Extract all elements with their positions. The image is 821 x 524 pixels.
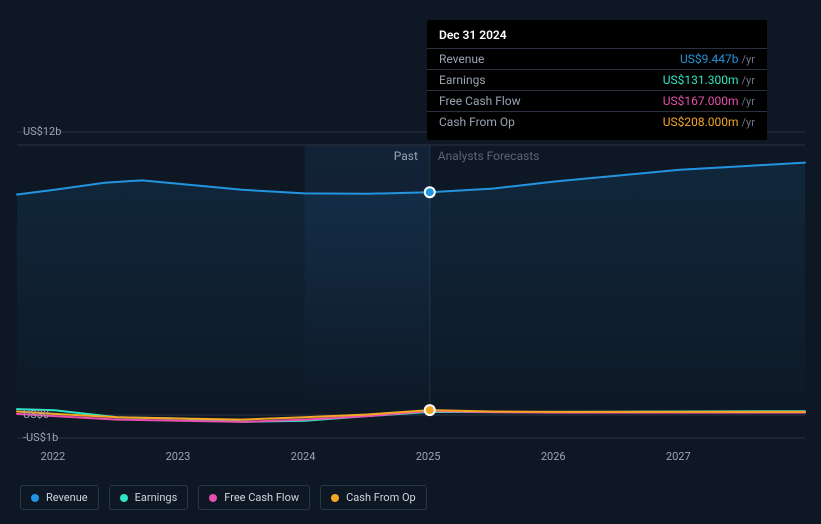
y-axis-label: -US$1b	[23, 431, 58, 444]
past-label: Past	[394, 149, 418, 163]
y-axis-label: US$12b	[23, 125, 61, 138]
legend-label: Earnings	[135, 491, 178, 504]
legend-label: Cash From Op	[346, 491, 416, 504]
x-axis-label: 2025	[416, 450, 441, 463]
x-axis-label: 2026	[541, 450, 566, 463]
legend: Revenue Earnings Free Cash Flow Cash From O…	[20, 485, 427, 510]
tooltip-row-label: Cash From Op	[439, 115, 515, 129]
legend-dot-icon	[209, 494, 217, 502]
x-axis-label: 2024	[291, 450, 316, 463]
y-axis-label: US$0	[23, 408, 49, 421]
x-axis-label: 2027	[666, 450, 691, 463]
tooltip-row-value: US$208.000m/yr	[663, 115, 755, 129]
tooltip-row: Revenue US$9.447b/yr	[427, 48, 767, 69]
legend-dot-icon	[331, 494, 339, 502]
tooltip-row: Earnings US$131.300m/yr	[427, 69, 767, 90]
tooltip-row: Cash From Op US$208.000m/yr	[427, 111, 767, 132]
x-axis-label: 2023	[166, 450, 191, 463]
tooltip-row-label: Free Cash Flow	[439, 94, 521, 108]
tooltip-row-value: US$131.300m/yr	[663, 73, 755, 87]
legend-label: Revenue	[46, 491, 88, 504]
legend-item-fcf[interactable]: Free Cash Flow	[198, 485, 310, 510]
tooltip-row-label: Revenue	[439, 52, 484, 66]
legend-label: Free Cash Flow	[224, 491, 299, 504]
legend-dot-icon	[120, 494, 128, 502]
legend-item-cfo[interactable]: Cash From Op	[320, 485, 427, 510]
tooltip-date: Dec 31 2024	[427, 28, 767, 48]
tooltip-row-value: US$9.447b/yr	[680, 52, 755, 66]
legend-item-revenue[interactable]: Revenue	[20, 485, 99, 510]
x-axis-label: 2022	[41, 450, 66, 463]
tooltip-row-value: US$167.000m/yr	[663, 94, 755, 108]
forecast-label: Analysts Forecasts	[438, 149, 540, 163]
tooltip-row: Free Cash Flow US$167.000m/yr	[427, 90, 767, 111]
tooltip: Dec 31 2024 Revenue US$9.447b/yr Earnings U…	[427, 20, 767, 140]
tooltip-row-label: Earnings	[439, 73, 486, 87]
legend-item-earnings[interactable]: Earnings	[109, 485, 189, 510]
legend-dot-icon	[31, 494, 39, 502]
